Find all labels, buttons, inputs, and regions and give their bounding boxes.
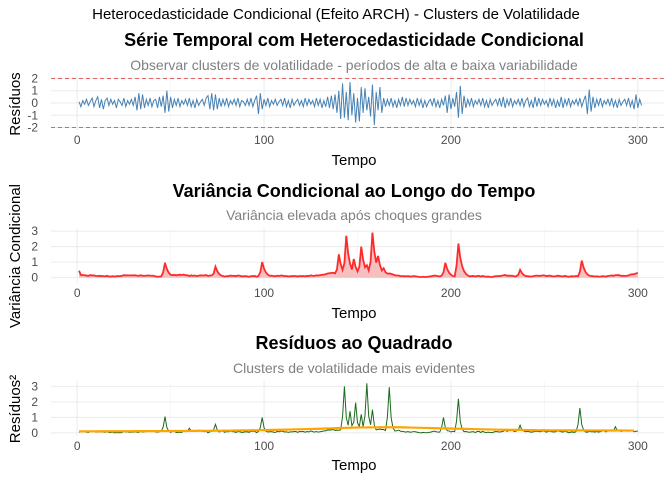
panel-squared: Resíduos ao Quadrado Clusters de volatil… [7, 333, 664, 474]
panel-title-residuals: Série Temporal com Heterocedasticidade C… [124, 30, 584, 50]
squared-residuals-line [78, 383, 638, 434]
panel-subtitle-variance: Variância elevada após choques grandes [226, 207, 482, 223]
y-axis-label-residuals: Resíduos [7, 72, 24, 135]
axes-variance: 0 100 200 300 0 12 3 [31, 224, 648, 300]
panel-variance: Variância Condicional ao Longo do Tempo … [7, 181, 664, 328]
x-tick-label: 100 [254, 286, 274, 300]
panel-title-squared: Resíduos ao Quadrado [255, 333, 452, 353]
figure-title: Heterocedasticidade Condicional (Efeito … [92, 6, 580, 23]
y-tick-label: 3 [31, 379, 38, 393]
marks-residuals [51, 77, 664, 129]
y-tick-label: 2 [31, 71, 38, 85]
x-tick-label: 100 [254, 133, 274, 147]
panel-title-variance: Variância Condicional ao Longo do Tempo [173, 181, 536, 201]
y-tick-label: 1 [31, 84, 38, 98]
variance-series-line [78, 232, 639, 279]
y-tick-label: 1 [31, 410, 38, 424]
marks-squared [78, 383, 638, 434]
panel-subtitle-squared: Clusters de volatilidade mais evidentes [233, 360, 475, 376]
x-tick-label: 200 [441, 439, 461, 453]
x-tick-label: 0 [74, 133, 81, 147]
x-tick-label: 100 [254, 439, 274, 453]
x-tick-label: 200 [441, 133, 461, 147]
y-axis-label-variance: Variância Condicional [7, 184, 24, 328]
y-axis-label-squared: Resíduos² [7, 375, 24, 443]
y-tick-label: -2 [27, 121, 38, 135]
residuals-series-line [78, 82, 643, 126]
grid-squared [51, 381, 664, 436]
x-axis-label-variance: Tempo [331, 305, 376, 322]
variance-area [79, 232, 638, 278]
y-tick-label: -1 [27, 108, 38, 122]
y-tick-label: 0 [31, 271, 38, 285]
y-tick-label: 0 [31, 96, 38, 110]
x-tick-label: 0 [74, 439, 81, 453]
panel-residuals: Série Temporal com Heterocedasticidade C… [7, 30, 664, 169]
x-axis-label-residuals: Tempo [331, 152, 376, 169]
y-tick-label: 2 [31, 240, 38, 254]
y-tick-label: 0 [31, 426, 38, 440]
x-tick-label: 300 [628, 439, 648, 453]
x-tick-label: 300 [628, 133, 648, 147]
axes-squared: 0 100 200 300 0 12 3 [31, 379, 648, 453]
x-tick-label: 200 [441, 286, 461, 300]
y-tick-label: 3 [31, 224, 38, 238]
marks-variance [78, 232, 639, 279]
trend-line [79, 426, 635, 433]
x-axis-label-squared: Tempo [331, 457, 376, 474]
x-tick-label: 300 [628, 286, 648, 300]
y-tick-label: 1 [31, 255, 38, 269]
y-tick-label: 2 [31, 395, 38, 409]
panel-subtitle-residuals: Observar clusters de volatilidade - perí… [130, 57, 578, 73]
x-tick-label: 0 [74, 286, 81, 300]
